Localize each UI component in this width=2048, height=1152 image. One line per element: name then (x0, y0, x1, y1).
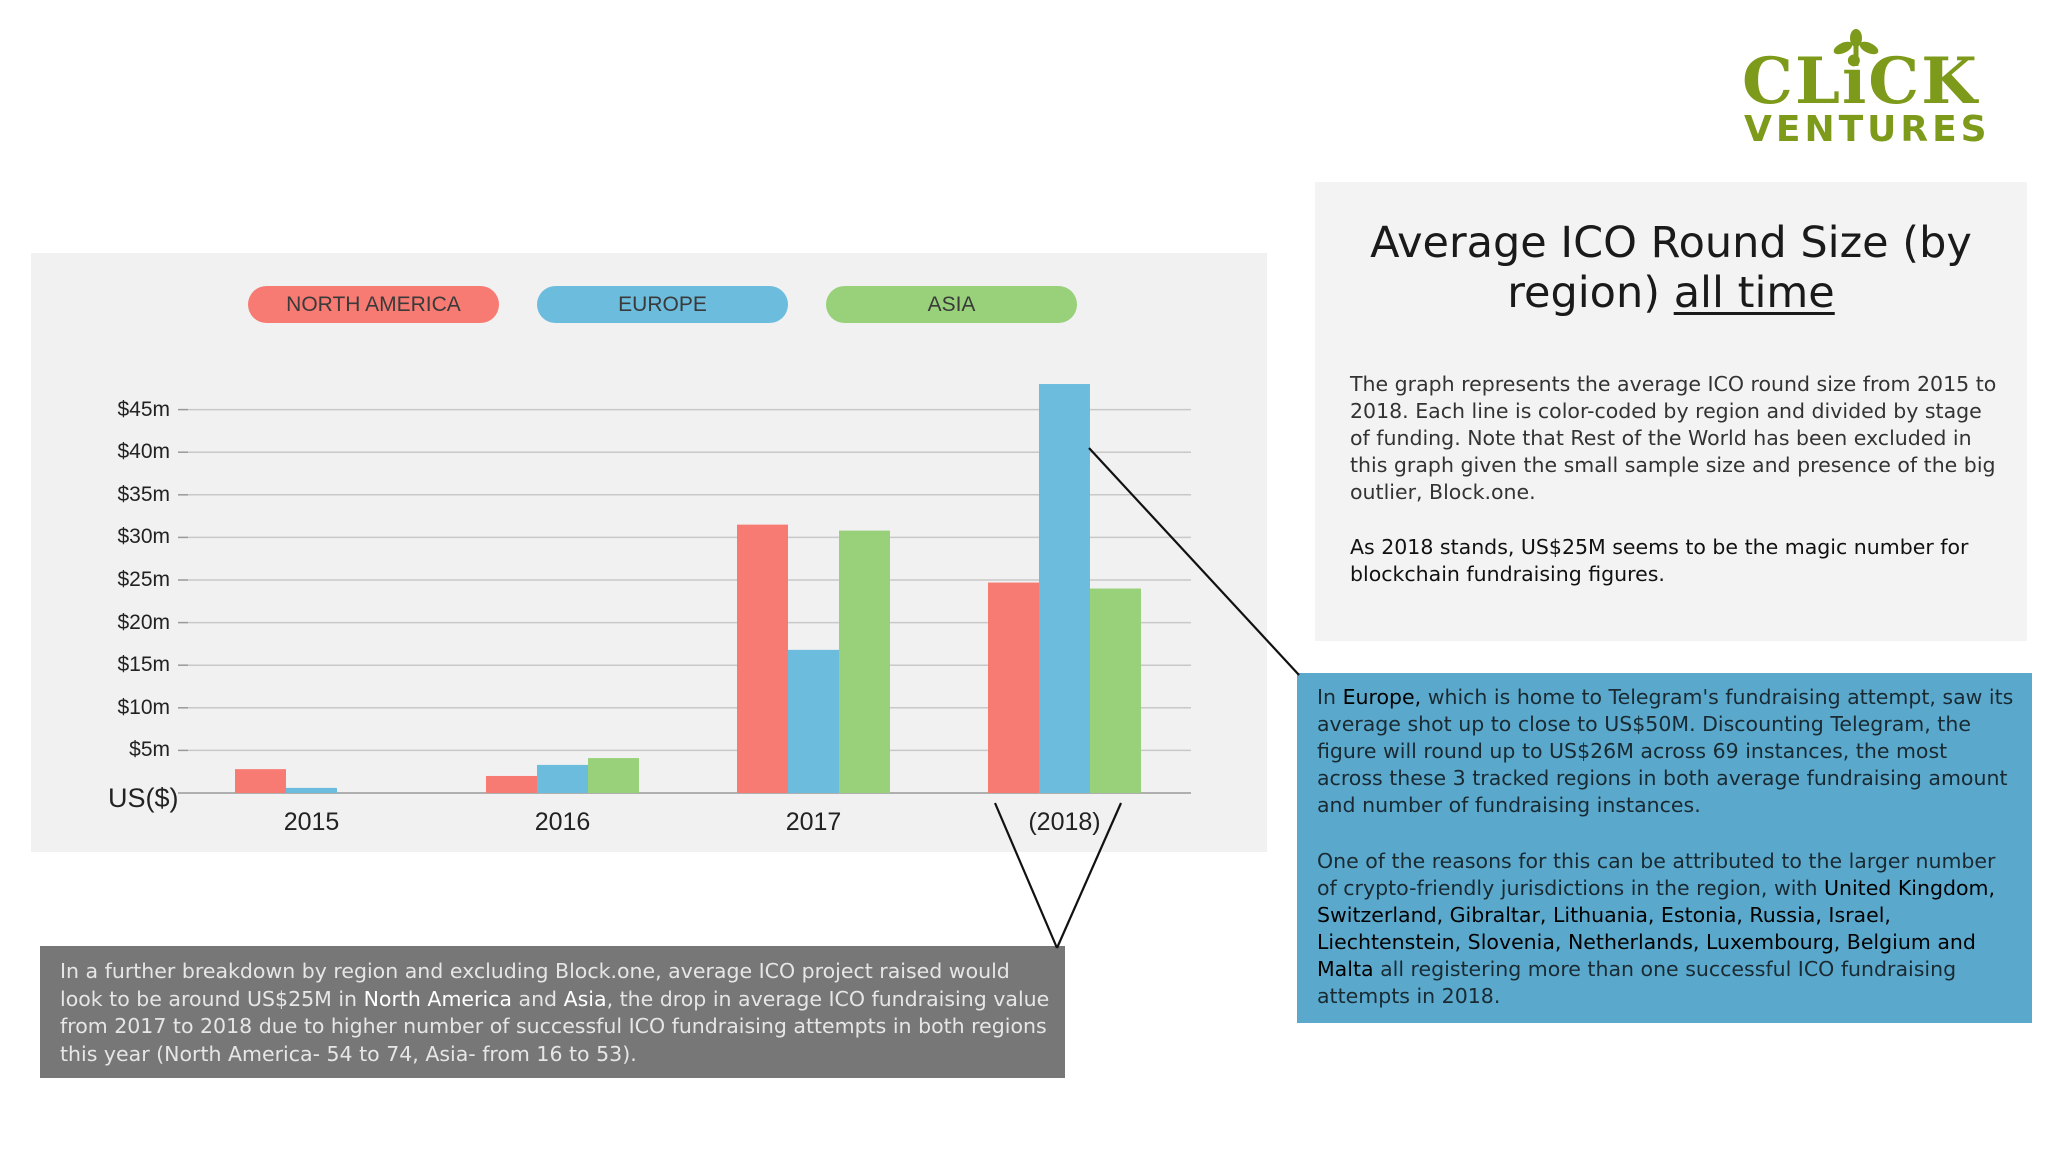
y-tick-label: $35m (117, 482, 170, 506)
highlight-asia: Asia (563, 986, 607, 1011)
bar-asia-2018 (1090, 588, 1141, 793)
breakdown-paragraph: In a further breakdown by region and exc… (60, 958, 1050, 1068)
y-tick-label: $5m (129, 738, 170, 762)
bar-north-america-2016 (486, 775, 537, 793)
text-span: One of the reasons for this can be attri… (1317, 849, 1996, 900)
bar-europe-2017 (788, 649, 839, 793)
highlight-countries: United Kingdom, Switzerland, Gibraltar, … (1317, 876, 1996, 981)
click-ventures-logo: CLiCK VENTURES (1730, 26, 2000, 150)
y-tick-label: $40m (117, 440, 170, 464)
legend-label: NORTH AMERICA (286, 292, 461, 316)
y-tick-label: $20m (117, 610, 170, 634)
summary-paragraph: As 2018 stands, US$25M seems to be the m… (1350, 535, 1969, 586)
bar-europe-2018 (1039, 384, 1090, 793)
logo-word-click: CLiCK (1742, 44, 1979, 119)
highlight-europe: Europe, (1342, 685, 1422, 709)
legend-asia: ASIA (826, 286, 1077, 323)
x-tick-label: (2018) (1028, 808, 1101, 836)
y-tick-label: $10m (117, 695, 170, 719)
y-axis-unit-label: US($) (108, 783, 179, 813)
info-panel (1315, 182, 2027, 641)
legend-label: ASIA (927, 292, 976, 316)
y-tick-label: $15m (117, 653, 170, 677)
bar-asia-2017 (839, 530, 890, 793)
y-tick-label: $25m (117, 568, 170, 591)
text-span: and (511, 986, 564, 1011)
x-tick-label: 2016 (534, 808, 591, 836)
text-span: , the drop in average ICO fundraising va… (60, 986, 1050, 1066)
text-span: all registering more than one successful… (1317, 957, 1957, 1008)
y-tick-label: $30m (117, 525, 170, 549)
highlight-north-america: North America (363, 986, 512, 1011)
breakdown-callout (40, 946, 1065, 1078)
description-paragraph: The graph represents the average ICO rou… (1350, 372, 1997, 504)
text-span: which is home to Telegram's fundraising … (1317, 685, 2014, 817)
legend-europe: EUROPE (537, 286, 788, 323)
logo-word-ventures: VENTURES (1744, 109, 1991, 150)
europe-paragraph-2: One of the reasons for this can be attri… (1317, 848, 2017, 1010)
legend-label: EUROPE (618, 292, 707, 316)
bar-north-america-2017 (737, 524, 788, 793)
text-span: In a further breakdown by region and exc… (60, 959, 1010, 1011)
europe-paragraph-1: In Europe, which is home to Telegram's f… (1317, 684, 2017, 819)
europe-callout (1297, 673, 2032, 1023)
sprout-icon (1833, 29, 1879, 66)
bar-europe-2015 (286, 787, 337, 793)
x-tick-label: 2017 (785, 808, 842, 836)
title-text: Average ICO Round Size (by region) (1370, 218, 1972, 318)
bar-north-america-2018 (988, 582, 1039, 793)
title-underlined: all time (1673, 268, 1835, 318)
panel-title: Average ICO Round Size (by region) all t… (1315, 218, 2027, 318)
bar-north-america-2015 (235, 769, 286, 793)
bar-asia-2016 (588, 758, 639, 793)
legend-north-america: NORTH AMERICA (248, 286, 499, 323)
text-span: In (1317, 685, 1343, 709)
y-tick-label: $45m (117, 397, 170, 421)
bar-europe-2016 (537, 764, 588, 793)
x-tick-label: 2015 (283, 808, 340, 836)
